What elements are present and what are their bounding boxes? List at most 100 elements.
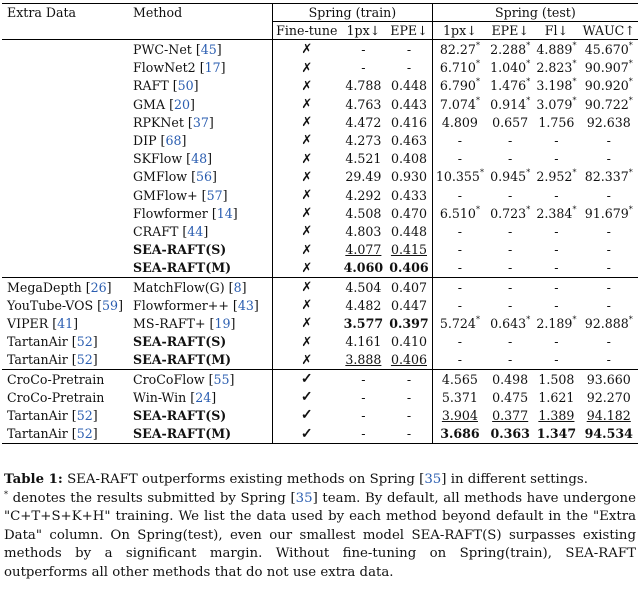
cell-tepe: 0.433 <box>386 186 432 204</box>
citation-link[interactable]: 52 <box>76 407 93 423</box>
citation-link[interactable]: 17 <box>204 60 221 76</box>
cross-icon: ✗ <box>301 42 313 58</box>
cell-t1px: 4.077 <box>341 241 387 259</box>
cell-swauc: 93.660 <box>579 369 638 389</box>
cell-swauc: - <box>580 131 638 149</box>
cell-s1px: - <box>431 350 488 370</box>
citation-link[interactable]: 14 <box>216 205 233 221</box>
cell-value: 1.508 <box>538 371 575 387</box>
citation-link[interactable]: 52 <box>76 334 93 350</box>
cell-sfl: - <box>533 351 579 370</box>
citation-link[interactable]: 20 <box>173 96 191 112</box>
cell-swauc: - <box>580 150 638 168</box>
citation-link[interactable]: 48 <box>191 151 208 167</box>
citation-link[interactable]: 41 <box>57 315 74 331</box>
cell-value: - <box>457 223 463 239</box>
cell-ft: ✗ <box>271 186 341 205</box>
citation-link[interactable]: 45 <box>200 41 217 57</box>
cell-method: MatchFlow(G) [8] <box>130 277 273 297</box>
header-test-epe: EPE↓ <box>487 21 534 40</box>
cell-value: 1.621 <box>538 389 575 405</box>
cell-value: 0.416 <box>390 114 427 130</box>
caption-label: Table 1: <box>4 472 63 487</box>
citation-link[interactable]: 24 <box>195 389 212 405</box>
cell-ft: ✓ <box>271 424 341 444</box>
citation-link[interactable]: 37 <box>192 114 209 130</box>
cell-ft: ✗ <box>271 258 341 278</box>
cell-s1px: - <box>431 258 488 278</box>
cell-value: - <box>554 352 559 368</box>
cell-value: - <box>606 260 611 276</box>
cell-value: 1.756 <box>538 114 575 130</box>
cell-sfl: 1.756 <box>533 113 579 131</box>
table-row: TartanAir [52] SEA-RAFT(S) ✓ - - 3.904 0.377 1.… <box>2 406 638 425</box>
cell-extra-data <box>2 186 130 204</box>
cell-value: 3.904 <box>441 407 478 423</box>
cell-extra-data: CroCo-Pretrain <box>7 389 105 405</box>
cell-value: - <box>457 242 463 258</box>
cell-extra-data: TartanAir [52] <box>7 334 98 350</box>
cell-swauc: 94.182 <box>580 406 638 424</box>
citation-link[interactable]: 56 <box>196 169 213 185</box>
asterisk-mark: * <box>628 40 633 50</box>
caption-citation[interactable]: 35 <box>295 490 313 506</box>
cell-sfl: 2.952* <box>533 168 579 186</box>
cell-swauc: 92.888* <box>580 314 638 332</box>
cell-value: - <box>457 187 463 203</box>
cell-sepe: 0.363 <box>487 424 534 444</box>
cell-value: 0.475 <box>492 389 529 405</box>
citation-link[interactable]: 43 <box>237 297 254 313</box>
citation-link[interactable]: 57 <box>206 187 223 203</box>
cell-sfl: 3.079* <box>533 95 579 113</box>
citation-link[interactable]: 52 <box>76 352 93 368</box>
citation-link[interactable]: 8 <box>233 279 242 295</box>
cross-icon: ✗ <box>301 260 313 276</box>
cell-sfl: 1.508 <box>533 369 580 389</box>
cell-ft: ✗ <box>271 149 341 168</box>
asterisk-mark: * <box>526 314 531 324</box>
citation-link[interactable]: 50 <box>177 78 194 94</box>
cell-extra-data <box>2 150 130 168</box>
cell-value: 4.763 <box>345 96 382 112</box>
table-row: GMA [20] ✗ 4.763 0.443 7.074* 0.914* 3.079* 90.… <box>2 95 638 114</box>
cross-icon: ✗ <box>301 206 313 222</box>
cell-sepe: 0.914* <box>487 95 533 113</box>
cross-icon: ✗ <box>301 97 313 113</box>
cell-method: CRAFT [44] <box>133 223 209 239</box>
cell-value: 6.510 <box>439 205 476 221</box>
caption-citation[interactable]: 35 <box>424 472 442 487</box>
cell-value: 92.270 <box>586 389 631 405</box>
citation-link[interactable]: 19 <box>214 315 231 331</box>
cell-tepe: - <box>386 39 433 59</box>
cell-ft: ✗ <box>271 204 341 223</box>
cell-sepe: - <box>487 333 533 351</box>
citation-link[interactable]: 59 <box>102 297 119 313</box>
cell-method: Flowformer [14] <box>133 205 238 221</box>
cell-s1px: 6.710* <box>431 58 488 77</box>
cell-method: SEA-RAFT(M) <box>133 352 232 368</box>
cell-swauc: 94.534 <box>579 424 638 444</box>
citation-link[interactable]: 26 <box>90 279 107 295</box>
citation-link[interactable]: 52 <box>76 426 93 442</box>
cell-value: - <box>457 132 463 148</box>
citation-link[interactable]: 68 <box>165 132 182 148</box>
asterisk-mark: * <box>526 95 531 105</box>
cell-extra-data: TartanAir [52] <box>7 352 98 368</box>
cell-value: - <box>606 151 611 167</box>
citation-link[interactable]: 55 <box>213 371 230 387</box>
asterisk-mark: * <box>526 204 531 214</box>
table-row: DIP [68] ✗ 4.273 0.463 - - - - <box>2 131 638 150</box>
header-extra-data: Extra Data <box>2 2 130 40</box>
header-row-1: Extra Data Method Spring (train) Spring … <box>2 2 638 40</box>
cell-value: 5.724 <box>439 315 476 331</box>
cell-sepe: - <box>487 186 533 204</box>
cell-sfl: - <box>533 296 579 314</box>
cell-s1px: 6.510* <box>431 204 488 223</box>
cell-method: SEA-RAFT(S) <box>133 334 227 350</box>
cell-value: - <box>457 151 463 167</box>
asterisk-mark: * <box>628 95 633 105</box>
citation-link[interactable]: 44 <box>187 223 204 239</box>
check-icon: ✓ <box>300 371 313 388</box>
cell-sepe: 0.377 <box>487 406 533 424</box>
check-icon: ✓ <box>300 389 313 406</box>
